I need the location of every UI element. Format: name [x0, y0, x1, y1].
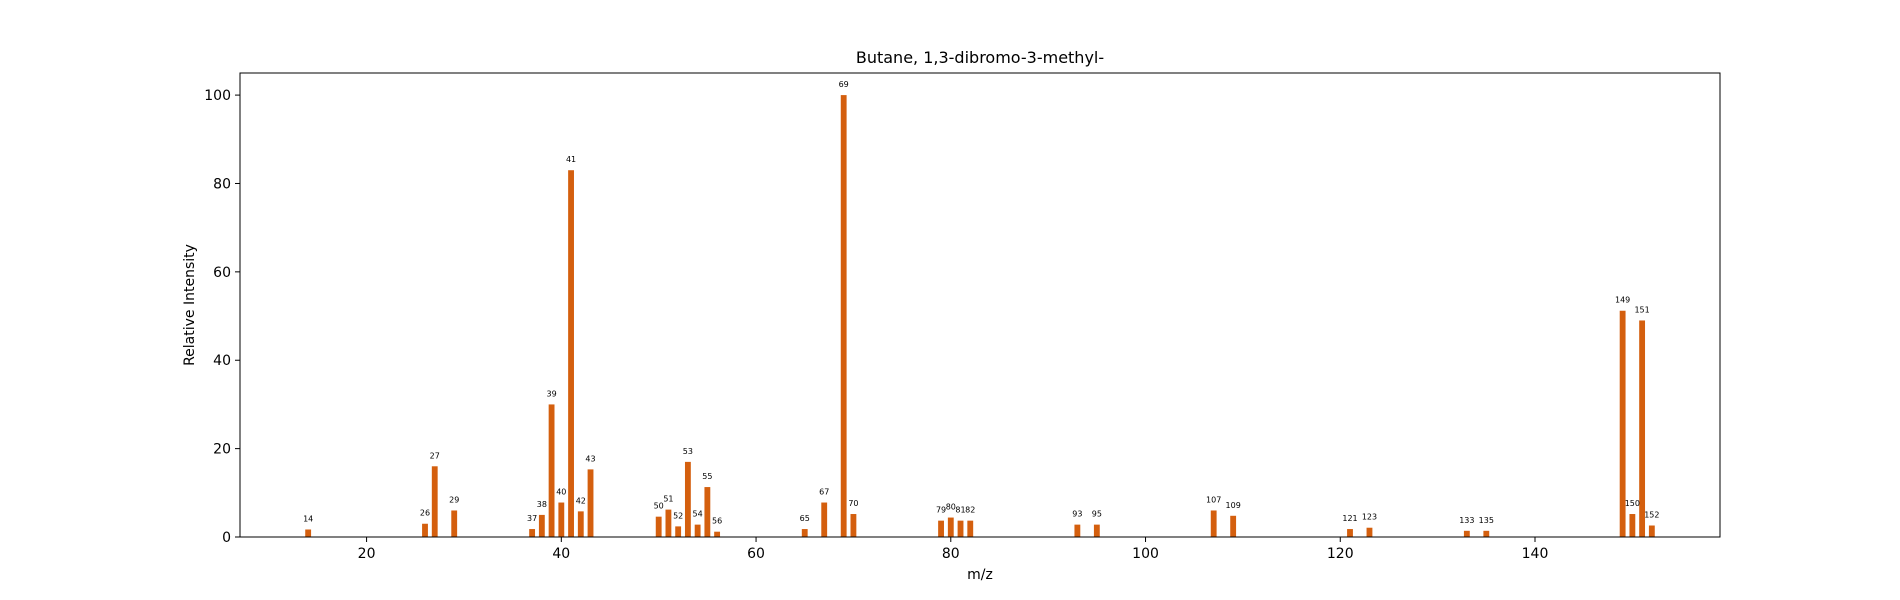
bar-label-mz-55: 55	[702, 472, 712, 481]
bar-label-mz-95: 95	[1092, 510, 1102, 519]
bar-mz-151	[1639, 320, 1646, 537]
bar-mz-80	[947, 517, 954, 537]
bar-label-mz-109: 109	[1226, 501, 1241, 510]
bar-label-mz-40: 40	[556, 488, 566, 497]
bar-mz-152	[1648, 525, 1655, 537]
y-tick-label-40: 40	[213, 353, 231, 369]
bar-label-mz-82: 82	[965, 506, 975, 515]
bar-mz-135	[1483, 530, 1490, 537]
bar-mz-14	[305, 529, 312, 537]
x-tick-label-60: 60	[747, 546, 765, 562]
bar-label-mz-29: 29	[449, 495, 459, 504]
bar-label-mz-14: 14	[303, 514, 313, 523]
bar-mz-29	[451, 510, 458, 537]
bar-mz-42	[577, 511, 584, 537]
bar-label-mz-67: 67	[819, 488, 829, 497]
y-tick-label-20: 20	[213, 442, 231, 458]
x-tick-label-20: 20	[358, 546, 376, 562]
bar-label-mz-26: 26	[420, 509, 430, 518]
bar-label-mz-43: 43	[585, 454, 595, 463]
bar-label-mz-27: 27	[430, 451, 440, 460]
bar-label-mz-121: 121	[1342, 514, 1357, 523]
bar-label-mz-65: 65	[800, 514, 810, 523]
bar-label-mz-133: 133	[1459, 516, 1474, 525]
bar-label-mz-56: 56	[712, 517, 722, 526]
x-tick-label-80: 80	[942, 546, 960, 562]
bar-mz-54	[694, 524, 701, 537]
y-tick-label-0: 0	[222, 530, 231, 546]
y-tick-label-100: 100	[204, 88, 231, 104]
bar-mz-93	[1074, 524, 1081, 537]
bar-mz-150	[1629, 514, 1636, 537]
bar-mz-38	[538, 514, 545, 537]
bar-group	[305, 95, 1655, 537]
bar-label-mz-81: 81	[955, 506, 965, 515]
bar-mz-40	[558, 502, 565, 537]
x-tick-label-100: 100	[1132, 546, 1159, 562]
bar-mz-121	[1347, 529, 1353, 537]
bar-mz-51	[665, 509, 672, 537]
bar-mz-26	[422, 523, 428, 537]
bar-mz-107	[1210, 510, 1217, 537]
y-tick-label-80: 80	[213, 176, 231, 192]
x-axis: 20 40 60 80 100 120 140	[358, 537, 1549, 562]
bar-label-mz-53: 53	[683, 447, 693, 456]
bar-mz-41	[568, 170, 574, 537]
bar-label-mz-123: 123	[1362, 513, 1377, 522]
y-axis-label: Relative Intensity	[182, 244, 198, 366]
bar-label-mz-69: 69	[839, 80, 849, 89]
bar-label-mz-41: 41	[566, 155, 576, 164]
x-axis-label: m/z	[967, 567, 993, 583]
bar-mz-37	[529, 529, 536, 537]
bar-label-mz-151: 151	[1634, 305, 1649, 314]
bar-mz-39	[548, 404, 555, 537]
bar-label-mz-42: 42	[576, 496, 586, 505]
bar-label-mz-50: 50	[654, 502, 664, 511]
bar-label-mz-152: 152	[1644, 511, 1659, 520]
bar-mz-133	[1463, 530, 1470, 537]
bar-mz-79	[938, 520, 944, 537]
bar-label-mz-38: 38	[537, 500, 547, 509]
bar-mz-56	[714, 531, 721, 537]
bar-label-mz-37: 37	[527, 514, 537, 523]
bar-mz-27	[431, 466, 438, 537]
bar-label-mz-80: 80	[946, 503, 956, 512]
bar-mz-95	[1093, 524, 1100, 537]
bar-label-mz-54: 54	[693, 510, 703, 519]
bar-mz-65	[801, 529, 808, 537]
bar-mz-123	[1366, 527, 1373, 537]
bar-label-mz-135: 135	[1479, 516, 1494, 525]
bar-mz-149	[1619, 310, 1626, 537]
bar-label-mz-107: 107	[1206, 495, 1221, 504]
bar-label-mz-70: 70	[848, 499, 858, 508]
bar-mz-67	[821, 502, 828, 537]
bar-label-mz-52: 52	[673, 511, 683, 520]
bar-mz-43	[587, 469, 594, 537]
bar-mz-50	[655, 516, 662, 537]
bar-label-mz-150: 150	[1625, 499, 1640, 508]
bar-mz-53	[684, 461, 691, 537]
y-axis: 0 20 40 60 80 100	[204, 88, 240, 546]
x-tick-label-40: 40	[552, 546, 570, 562]
bar-label-mz-79: 79	[936, 506, 946, 515]
bar-mz-55	[704, 487, 711, 537]
bar-label-mz-93: 93	[1072, 510, 1082, 519]
bar-mz-69	[840, 95, 847, 537]
bar-mz-82	[967, 520, 974, 537]
bar-mz-81	[957, 520, 964, 537]
bar-label-mz-51: 51	[663, 495, 673, 504]
bar-mz-52	[675, 526, 682, 537]
bar-mz-70	[850, 514, 857, 537]
x-tick-label-120: 120	[1327, 546, 1354, 562]
bar-mz-109	[1230, 515, 1237, 537]
bar-label-mz-149: 149	[1615, 296, 1630, 305]
x-tick-label-140: 140	[1522, 546, 1549, 562]
y-tick-label-60: 60	[213, 265, 231, 281]
bar-label-mz-39: 39	[546, 389, 556, 398]
plot-frame	[239, 72, 1721, 538]
chart-title: Butane, 1,3-dibromo-3-methyl-	[856, 48, 1104, 67]
